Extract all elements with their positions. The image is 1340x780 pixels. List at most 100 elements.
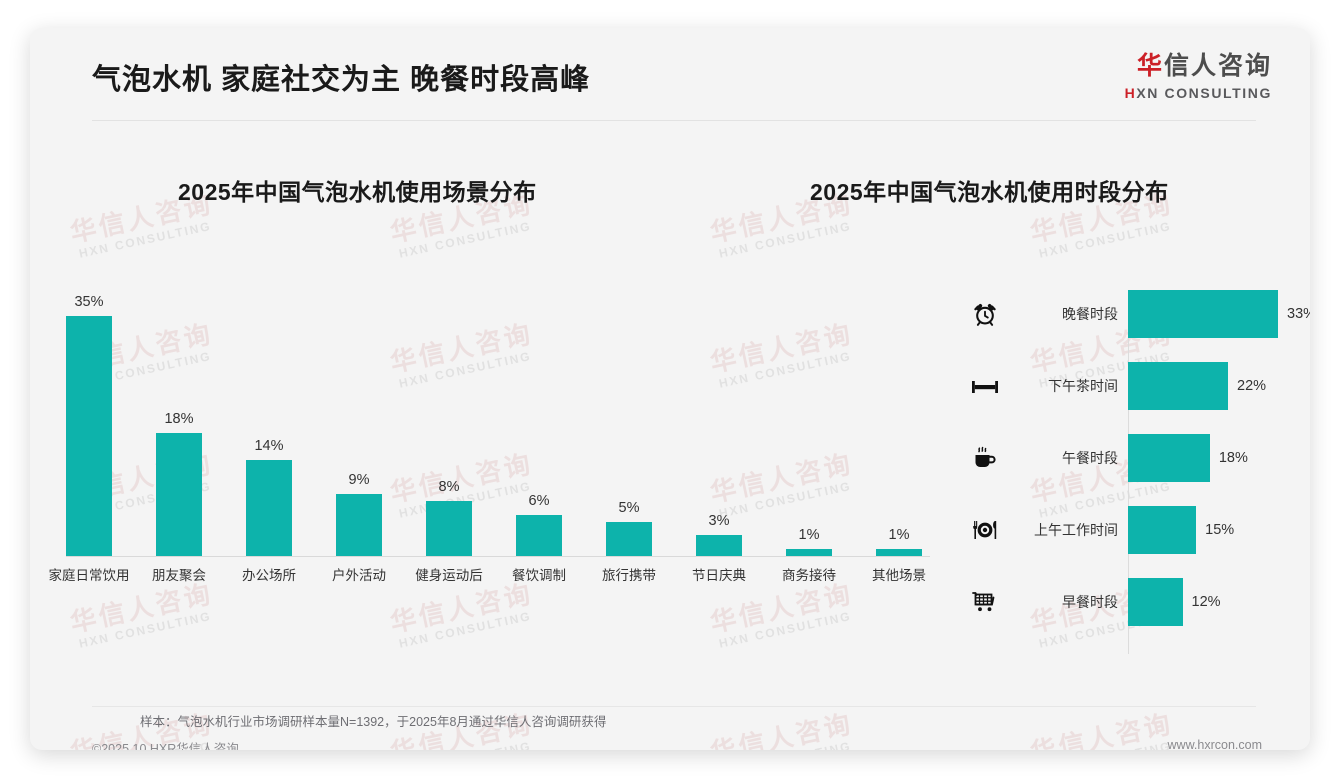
bar-column: 3%: [674, 276, 764, 556]
bar: [696, 535, 742, 556]
bar-column: 6%: [494, 276, 584, 556]
plate-cutlery-icon: [955, 518, 1015, 542]
bar-value-label: 1%: [888, 527, 910, 544]
brand-logo-en-rest: XN CONSULTING: [1136, 85, 1272, 101]
watermark-en: HXN CONSULTING: [77, 218, 213, 261]
bar-category-label: 商务接待: [782, 568, 836, 583]
coffee-cup-icon: [955, 445, 1015, 471]
header-divider: [92, 120, 1256, 121]
bed-icon: [955, 375, 1015, 397]
usage-timeslot-bar-chart: 晚餐时段 33% 下午茶时间 22% 午餐时段 18% 上午工作时间 15% 早餐时段 12%: [955, 286, 1310, 658]
timeslot-row: 上午工作时间 15%: [955, 502, 1285, 558]
footer-divider: [92, 706, 1256, 707]
brand-logo-en-highlight: H: [1124, 85, 1137, 101]
bar-value-label: 9%: [348, 472, 370, 489]
bar: [1128, 290, 1278, 338]
timeslot-bar-wrap: 33%: [1128, 290, 1310, 338]
bar-column: 1%: [854, 276, 944, 556]
bar-value-label: 5%: [618, 499, 640, 516]
watermark-en: HXN CONSULTING: [717, 608, 853, 651]
bar-category-label: 朋友聚会: [152, 568, 206, 583]
left-chart-title: 2025年中国气泡水机使用场景分布: [178, 179, 537, 205]
watermark-en: HXN CONSULTING: [77, 608, 213, 651]
page-header: 气泡水机 家庭社交为主 晚餐时段高峰 华信人咨询 HXN CONSULTING: [30, 28, 1310, 120]
bar-category-label: 户外活动: [332, 568, 386, 583]
bar: [246, 460, 292, 556]
bar-column: 1%: [764, 276, 854, 556]
right-chart-title: 2025年中国气泡水机使用时段分布: [810, 179, 1169, 205]
bar-category-label: 节日庆典: [692, 568, 746, 583]
bar-value-label: 18%: [164, 410, 194, 427]
timeslot-bar-wrap: 15%: [1128, 506, 1285, 554]
timeslot-row: 晚餐时段 33%: [955, 286, 1310, 342]
bar-category-label: 家庭日常饮用: [48, 568, 130, 583]
page-title: 气泡水机 家庭社交为主 晚餐时段高峰: [92, 64, 591, 96]
watermark-en: HXN CONSULTING: [397, 608, 533, 651]
timeslot-bar-wrap: 18%: [1128, 434, 1285, 482]
timeslot-label: 晚餐时段: [1062, 306, 1118, 322]
bar: [1128, 362, 1228, 410]
timeslot-row: 午餐时段 18%: [955, 430, 1285, 486]
vertical-chart-category-labels: 家庭日常饮用 朋友聚会 办公场所 户外活动 健身运动后 餐饮调制 旅行携带 节日庆典 商务接待 其…: [44, 564, 944, 584]
bar-value-label: 35%: [74, 294, 104, 310]
bar-category-label: 办公场所: [242, 568, 296, 583]
bar: [786, 549, 832, 556]
bar: [516, 514, 562, 556]
sample-note: 样本：气泡水机行业市场调研样本量N=1392，于2025年8月通过华信人咨询调研…: [140, 715, 607, 729]
bar-value-label: 1%: [798, 527, 820, 544]
copyright-text: ©2025.10 HXR华信人咨询: [92, 742, 239, 750]
bar: [336, 494, 382, 556]
bar-category-label: 餐饮调制: [512, 568, 566, 583]
alarm-clock-icon: [955, 301, 1015, 327]
bar-value-label: 33%: [1287, 306, 1310, 322]
bar-category-label: 旅行携带: [602, 568, 656, 583]
timeslot-label: 下午茶时间: [1048, 378, 1118, 394]
usage-scenario-bar-chart: 35% 18% 14% 9% 8% 6% 5% 3% 1% 1% 家庭日常饮用 朋友聚会 办公场所 户外…: [44, 276, 944, 586]
bar-value-label: 22%: [1237, 378, 1267, 394]
bar-column: 14%: [224, 276, 314, 556]
infographic-page: 华信人咨询 HXN CONSULTING 华信人咨询 HXN CONSULTING 华信…: [30, 28, 1310, 750]
bar-column: 8%: [404, 276, 494, 556]
bar-column: 18%: [134, 276, 224, 556]
watermark-en: HXN CONSULTING: [397, 218, 533, 261]
bar: [66, 316, 112, 556]
bar-value-label: 3%: [708, 513, 730, 530]
timeslot-label: 早餐时段: [1062, 594, 1118, 610]
watermark-en: HXN CONSULTING: [717, 218, 853, 261]
timeslot-row: 下午茶时间 22%: [955, 358, 1285, 414]
timeslot-label: 午餐时段: [1062, 450, 1118, 466]
bar-column: 5%: [584, 276, 674, 556]
bar: [1128, 578, 1183, 626]
bar: [1128, 506, 1197, 554]
brand-logo-cn-highlight: 华: [1136, 52, 1164, 80]
timeslot-row: 早餐时段 12%: [955, 574, 1285, 630]
shopping-cart-icon: [955, 590, 1015, 614]
vertical-bars-plot: 35% 18% 14% 9% 8% 6% 5% 3% 1% 1%: [44, 276, 944, 556]
bar-category-label: 健身运动后: [415, 568, 483, 583]
bar-value-label: 15%: [1205, 522, 1235, 538]
bar-value-label: 18%: [1218, 450, 1248, 466]
bar: [426, 501, 472, 556]
brand-logo-cn: 华信人咨询: [1125, 54, 1272, 79]
watermark-en: HXN CONSULTING: [1037, 218, 1173, 261]
bar: [1128, 434, 1210, 482]
bar-value-label: 14%: [254, 438, 284, 454]
bar-category-label: 其他场景: [872, 568, 926, 583]
bar: [156, 432, 202, 556]
vertical-chart-baseline: [66, 556, 930, 557]
page-footer: ©2025.10 HXR华信人咨询 www.hxrcon.com: [30, 733, 1310, 750]
timeslot-label: 上午工作时间: [1034, 522, 1118, 538]
website-link[interactable]: www.hxrcon.com: [1167, 738, 1262, 750]
bar: [876, 549, 922, 556]
bar-value-label: 8%: [438, 479, 460, 496]
brand-logo: 华信人咨询 HXN CONSULTING: [1125, 54, 1272, 101]
timeslot-bar-wrap: 12%: [1128, 578, 1285, 626]
brand-logo-en: HXN CONSULTING: [1125, 86, 1272, 100]
bar-column: 35%: [44, 276, 134, 556]
bar: [606, 521, 652, 556]
timeslot-bar-wrap: 22%: [1128, 362, 1285, 410]
bar-column: 9%: [314, 276, 404, 556]
bar-value-label: 12%: [1191, 594, 1221, 610]
bar-value-label: 6%: [528, 492, 550, 509]
brand-logo-cn-rest: 信人咨询: [1163, 52, 1272, 80]
